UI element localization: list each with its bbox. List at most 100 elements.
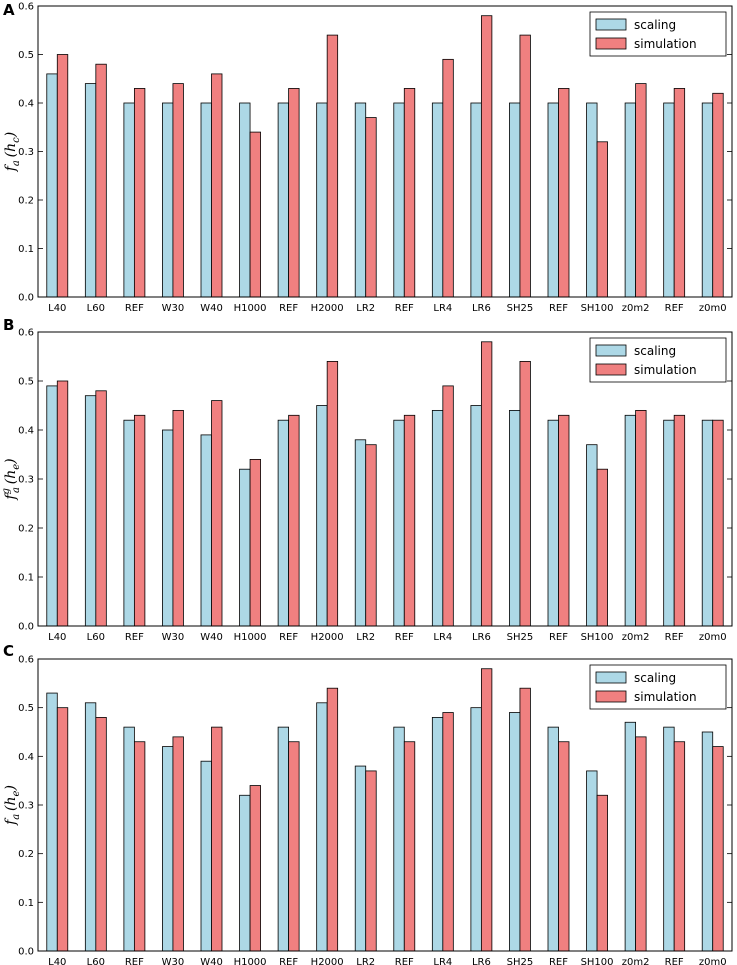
x-tick-label: L40 [48,303,66,314]
bar-scaling-w30 [162,102,174,298]
panel-letter: A [3,1,15,19]
panel-letter: B [3,316,14,334]
bar-simulation-lr4 [442,712,454,952]
x-tick-label: REF [549,303,568,314]
legend-swatch-scaling [595,671,627,684]
x-tick-label: REF [279,632,298,643]
bar-simulation-ref [403,414,416,627]
bar-scaling-ref [663,419,675,627]
bar-scaling-lr2 [354,765,367,952]
bar-scaling-lr6 [470,405,482,627]
x-tick-label: SH100 [581,303,614,314]
bar-scaling-h1000 [239,468,251,627]
x-tick-label: LR6 [472,957,491,965]
bar-scaling-sh100 [586,444,598,627]
ylabel-paren-open: ( [3,151,19,160]
bar-scaling-w40 [200,760,212,952]
x-tick-label: LR2 [356,303,375,314]
y-tick-label: 0.1 [18,573,34,584]
bar-simulation-l60 [95,390,107,627]
x-tick-label: REF [549,632,568,643]
x-tick-label: REF [665,957,684,965]
legend-label-scaling: scaling [634,18,676,32]
x-tick-label: REF [665,632,684,643]
x-tick-label: H2000 [311,957,344,965]
x-tick-label: LR6 [472,632,491,643]
y-tick-label: 0.6 [18,655,34,666]
y-tick-label: 0.6 [18,328,34,339]
x-tick-label: REF [395,303,414,314]
bar-scaling-ref [547,726,559,952]
bar-scaling-lr4 [431,409,444,627]
legend-label-simulation: simulation [634,37,697,51]
x-tick-label: z0m0 [699,303,727,314]
bar-scaling-lr2 [354,102,367,298]
panel-A: A 0.0 0.1 0.2 0.3 0.4 0.5 0.6 L40 L60 REF W30 W40 H10… [3,1,733,314]
x-tick-label: LR4 [433,303,452,314]
bar-scaling-z0m2 [624,102,637,298]
x-tick-label: REF [549,957,568,965]
bar-scaling-lr2 [354,439,367,627]
bar-scaling-l60 [84,702,97,952]
x-tick-label: LR2 [356,632,375,643]
y-tick-label: 0.5 [18,50,34,61]
y-tick-label: 0.3 [18,475,34,486]
bar-simulation-ref [288,741,300,952]
bar-simulation-ref [133,88,146,298]
x-tick-label: L60 [87,632,105,643]
bar-simulation-l40 [56,707,69,952]
bar-scaling-z0m0 [701,419,714,627]
bar-scaling-sh25 [509,409,521,627]
y-tick-label: 0.6 [18,2,34,13]
bar-scaling-sh100 [586,102,598,298]
legend-swatch-scaling [595,18,627,31]
bar-simulation-ref [133,414,146,627]
bar-scaling-z0m0 [701,102,714,298]
bar-simulation-ref [288,414,300,627]
ylabel-arg: h [3,143,19,152]
legend-label-scaling: scaling [634,671,676,685]
bar-scaling-ref [393,102,405,298]
x-tick-label: z0m2 [622,303,650,314]
bar-simulation-w30 [172,736,184,952]
legend-swatch-scaling [595,344,627,357]
x-tick-label: L40 [48,632,66,643]
bar-scaling-w30 [162,746,174,952]
bar-simulation-z0m2 [635,83,647,298]
bar-scaling-sh25 [509,712,521,952]
x-tick-label: REF [279,303,298,314]
bar-simulation-z0m0 [712,92,724,298]
bar-simulation-ref [558,741,570,952]
x-tick-label: W30 [162,303,185,314]
ylabel-paren-open: ( [3,478,19,487]
bar-simulation-sh100 [596,141,608,298]
x-tick-label: W30 [162,957,185,965]
ylabel-arg: h [3,470,19,479]
bar-simulation-l40 [56,54,69,298]
x-tick-label: SH25 [507,303,534,314]
bar-simulation-z0m2 [635,736,647,952]
bar-simulation-w40 [211,73,223,298]
legend-swatch-simulation [595,363,627,376]
y-tick-label: 0.1 [18,244,34,255]
bar-simulation-ref [673,88,686,298]
bar-simulation-w30 [172,83,184,298]
bar-simulation-ref [288,88,300,298]
ylabel-arg: h [3,796,19,805]
bar-scaling-z0m2 [624,721,637,952]
x-tick-label: z0m0 [699,632,727,643]
bar-scaling-lr6 [470,707,482,952]
bar-simulation-lr4 [442,385,454,627]
bar-scaling-ref [663,102,675,298]
y-tick-label: 0.1 [18,898,34,909]
x-tick-label: REF [395,632,414,643]
bar-simulation-h2000 [326,360,339,627]
bar-simulation-l60 [95,717,107,952]
x-tick-label: W40 [200,957,223,965]
x-tick-label: L60 [87,303,105,314]
ylabel-arg-sub: e [11,790,22,796]
bar-simulation-z0m0 [712,746,724,952]
panel-letter: C [3,642,14,660]
bar-simulation-lr2 [365,117,377,298]
